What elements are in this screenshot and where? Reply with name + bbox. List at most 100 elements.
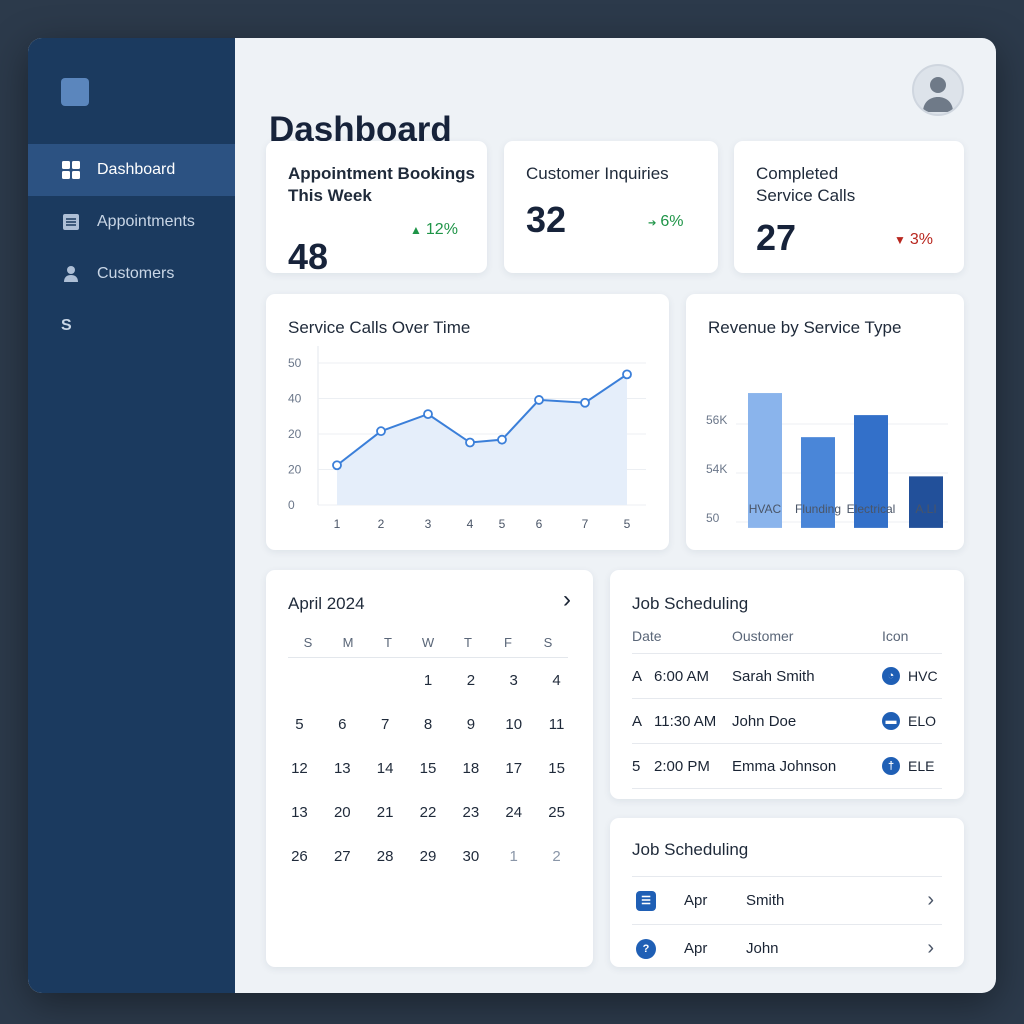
calendar-day[interactable]: 14: [376, 759, 394, 777]
calendar-day[interactable]: 27: [333, 847, 351, 865]
calendar-day[interactable]: 7: [380, 715, 390, 733]
table-header: Date Oustomer Icon: [632, 628, 942, 654]
kpi-delta: ➔ 6%: [648, 213, 684, 231]
kpi-label: Completed Service Calls: [756, 163, 855, 207]
sidebar-item-customers[interactable]: Customers: [28, 248, 235, 300]
calendar-day[interactable]: 13: [291, 803, 308, 821]
list-item[interactable]: ☰ Apr Smith ›: [632, 876, 942, 924]
calendar-day[interactable]: 10: [505, 715, 523, 733]
calendar-day[interactable]: 17: [505, 759, 523, 777]
chart-title: Service Calls Over Time: [288, 318, 471, 337]
list-item[interactable]: ? Apr John ›: [632, 924, 942, 972]
service-icon: †: [882, 757, 900, 775]
calendar-day[interactable]: 12: [291, 759, 308, 777]
service-code: ELE: [908, 758, 935, 774]
column-header: Oustomer: [732, 628, 794, 644]
x-tick-label: 2: [378, 517, 385, 531]
calendar-day[interactable]: 23: [462, 803, 480, 821]
job-scheduling-table: Job Scheduling Date Oustomer Icon A 6:00 AM S…: [610, 570, 964, 799]
sidebar-item-label: S: [61, 317, 72, 334]
service-icon: ◔: [882, 667, 900, 685]
customer-cell: John Doe: [732, 712, 797, 730]
calendar-day[interactable]: 28: [376, 847, 394, 865]
delta-value: 3%: [909, 231, 934, 248]
customer-cell: Emma Johnson: [732, 757, 837, 775]
kpi-label: Customer Inquiries: [526, 163, 669, 185]
series-line: [336, 373, 628, 467]
calendar-day[interactable]: 1: [423, 671, 433, 689]
date-cell: A: [632, 667, 643, 685]
chevron-right-icon[interactable]: ›: [927, 889, 934, 911]
calendar-week: 5 6 7 8 9 10 11: [278, 702, 578, 746]
x-tick-label: 5: [499, 517, 506, 531]
list-name: Smith: [746, 892, 785, 909]
weekday-label: M: [342, 635, 354, 650]
bar-chart: 50 54K 56K HVAC Flunding Electrical A.LI: [706, 393, 948, 528]
x-tick-label: Flunding: [795, 502, 841, 516]
calendar-day[interactable]: 8: [423, 715, 433, 733]
calendar-day[interactable]: 4: [552, 671, 561, 689]
calendar-day[interactable]: 2: [552, 847, 561, 865]
x-tick-label: 4: [467, 517, 474, 531]
calendar-week: 1 2 3 4: [278, 658, 578, 702]
calendar-day[interactable]: 3: [509, 671, 518, 689]
sidebar-item-appointments[interactable]: Appointments: [28, 196, 235, 248]
calendar-day[interactable]: 15: [548, 759, 565, 777]
data-point: [465, 437, 475, 448]
calendar-day[interactable]: 11: [548, 715, 565, 733]
y-tick-label: 20: [288, 427, 302, 441]
x-tick-label: Electrical: [847, 502, 896, 516]
calendar-day[interactable]: 30: [462, 847, 480, 865]
calendar-day[interactable]: 29: [419, 847, 437, 865]
sidebar-item-dashboard[interactable]: Dashboard: [28, 144, 235, 196]
weekday-label: T: [464, 635, 472, 650]
list-icon: [61, 212, 81, 232]
card-title: Job Scheduling: [632, 840, 749, 859]
user-avatar-icon[interactable]: [912, 64, 964, 116]
weekday-label: S: [543, 635, 553, 650]
kpi-label-line: This Week: [288, 186, 372, 205]
y-tick-label: 50: [288, 356, 302, 370]
kpi-label-line: Appointment Bookings: [288, 164, 475, 183]
calendar-day[interactable]: 6: [338, 715, 347, 733]
data-point: [580, 397, 590, 408]
table-row[interactable]: A 6:00 AM Sarah Smith ◔ HVC: [632, 654, 942, 699]
calendar-day[interactable]: 15: [419, 759, 437, 777]
next-month-button[interactable]: ›: [563, 586, 571, 613]
bar: [748, 393, 782, 528]
calendar-day[interactable]: 5: [295, 715, 304, 733]
time-cell: 2:00 PM: [654, 757, 710, 775]
data-point: [376, 426, 386, 437]
x-tick-label: 6: [536, 517, 543, 531]
calendar-day[interactable]: 2: [466, 671, 476, 689]
x-tick-label: 1: [334, 517, 341, 531]
calendar-day[interactable]: 1: [509, 847, 518, 865]
kpi-value: 48: [288, 236, 329, 277]
sidebar-nav: Dashboard Appointments Customers S: [28, 144, 235, 352]
calendar-day[interactable]: 25: [548, 803, 565, 821]
y-tick-label: 40: [288, 392, 302, 406]
date-cell: 5: [632, 757, 641, 775]
bar: [854, 415, 888, 528]
calendar-day[interactable]: 24: [505, 803, 523, 821]
logo: [61, 78, 89, 106]
kpi-label-line: Customer Inquiries: [526, 164, 669, 183]
calendar-day[interactable]: 18: [462, 759, 480, 777]
calendar-day[interactable]: 20: [333, 803, 351, 821]
grid-icon: [61, 160, 81, 180]
calendar-day[interactable]: 21: [376, 803, 394, 821]
calendar-day[interactable]: 9: [466, 715, 476, 733]
bar: [801, 437, 835, 528]
service-code: HVC: [908, 668, 938, 684]
sidebar-item-s[interactable]: S: [28, 300, 235, 352]
time-cell: 11:30 AM: [654, 712, 717, 730]
table-row[interactable]: A 11:30 AM John Doe ▬ ELO: [632, 699, 942, 744]
chevron-right-icon[interactable]: ›: [927, 937, 934, 959]
delta-value: 6%: [660, 213, 684, 230]
calendar-day[interactable]: 26: [291, 847, 308, 865]
calendar-day[interactable]: 13: [333, 759, 351, 777]
calendar-week: 12 13 14 15 18 17 15: [278, 746, 578, 790]
calendar-day[interactable]: 22: [419, 803, 437, 821]
table-row[interactable]: 5 2:00 PM Emma Johnson † ELE: [632, 744, 942, 789]
